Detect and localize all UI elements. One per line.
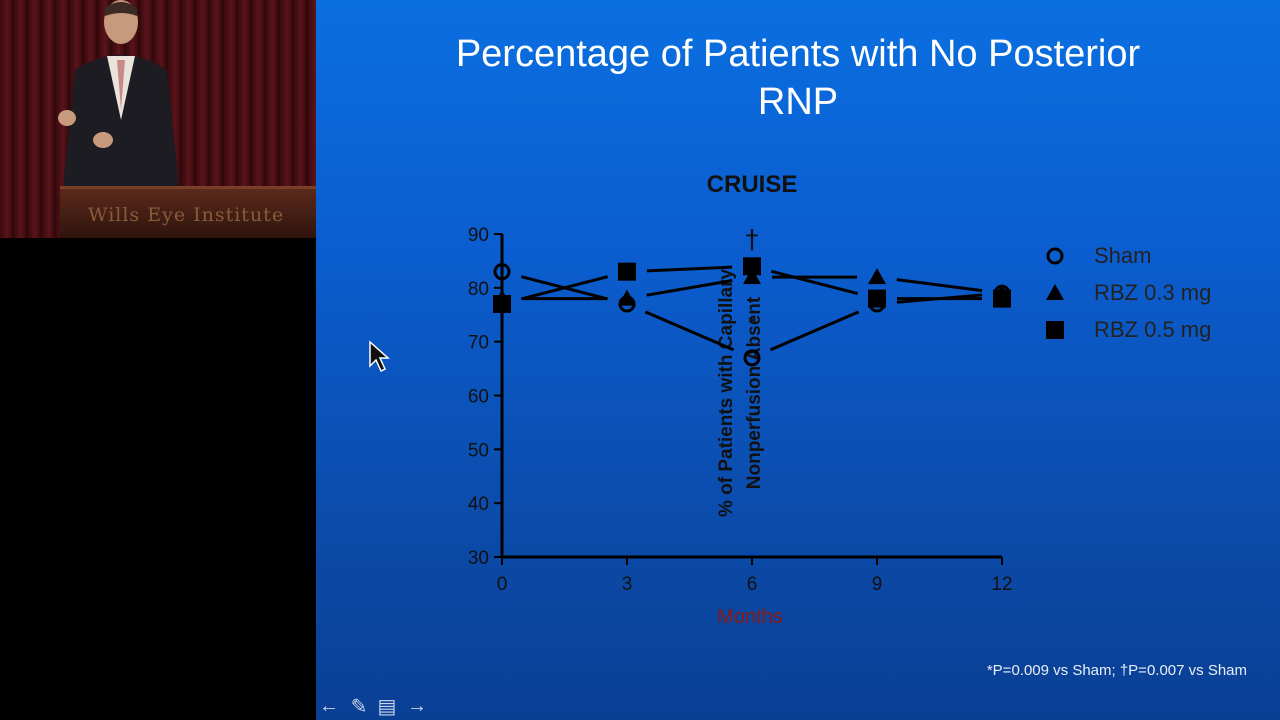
y-tick-label: 50 (468, 440, 489, 461)
series-line-segment (896, 278, 983, 293)
y-tick-label: 40 (468, 494, 489, 515)
legend-item: Sham (1046, 243, 1151, 268)
podium (60, 186, 316, 238)
legend-label: Sham (1094, 243, 1151, 268)
data-point (618, 262, 636, 281)
x-tick-label: 3 (622, 574, 633, 595)
legend-marker (1046, 284, 1064, 300)
speaker-video: Wills Eye Institute (0, 0, 316, 238)
significance-annotation: † (746, 225, 759, 255)
data-point (868, 268, 886, 285)
data-point (743, 268, 761, 285)
chart-title: CRUISE (707, 171, 798, 198)
series-line-segment (769, 310, 860, 352)
x-axis-label: Months (717, 606, 783, 628)
significance-annotation: * (748, 313, 757, 334)
legend-item: RBZ 0.5 mg (1046, 317, 1211, 342)
empty-pane (0, 238, 316, 720)
data-point (493, 263, 511, 281)
presentation-slide: Percentage of Patients with No Posterior… (316, 0, 1280, 720)
y-tick-label: 90 (468, 225, 489, 246)
speaker-figure (58, 0, 179, 186)
chart-series: †* (493, 225, 1011, 367)
footnote: *P=0.009 vs Sham; †P=0.007 vs Sham (986, 662, 1247, 679)
x-tick-label: 0 (497, 574, 508, 595)
data-point (993, 289, 1011, 308)
data-point (493, 294, 511, 313)
legend-marker (1046, 321, 1064, 339)
data-point (868, 289, 886, 308)
y-tick-label: 80 (468, 279, 489, 300)
y-tick-label: 70 (468, 333, 489, 354)
menu-icon[interactable]: ▤ (377, 695, 397, 718)
slide-title-line-2: RNP (757, 81, 839, 123)
x-tick-label: 6 (747, 574, 758, 595)
y-tick-label: 60 (468, 387, 489, 408)
podium-sign: Wills Eye Institute (88, 204, 285, 226)
series-line-segment (646, 278, 733, 297)
slide-title: Percentage of Patients with No Posterior… (316, 30, 1280, 126)
y-tick-label: 30 (468, 548, 489, 569)
data-point (743, 349, 761, 367)
series-line-segment (644, 310, 735, 352)
line-chart: CRUISE % of Patients with Capillary Nonp… (468, 171, 1212, 628)
chart-legend: Sham RBZ 0.3 mg RBZ 0.5 mg (1046, 243, 1211, 342)
series-line-segment (770, 269, 859, 296)
legend-marker (1046, 247, 1064, 265)
y-axis-label-line-2: Nonperfusion Absent (744, 296, 765, 489)
chart-axes: 30 40 50 60 70 80 90 0 3 6 9 12 (468, 225, 1013, 595)
data-point (618, 289, 636, 306)
mouse-cursor-icon (369, 340, 390, 373)
y-axis-label-line-1: % of Patients with Capillary (716, 269, 737, 518)
legend-label: RBZ 0.3 mg (1094, 280, 1211, 305)
series-line-segment (520, 275, 609, 301)
series-square (493, 257, 1011, 313)
slide-title-line-1: Percentage of Patients with No Posterior (455, 33, 1141, 75)
data-point (743, 257, 761, 276)
arrow-right-icon[interactable]: → (407, 694, 427, 717)
arrow-left-icon[interactable]: ← (319, 694, 339, 717)
legend-label: RBZ 0.5 mg (1094, 317, 1211, 342)
x-tick-label: 12 (991, 574, 1012, 595)
pen-icon[interactable]: ✎ (350, 695, 368, 718)
series-line-segment (646, 265, 733, 273)
legend-item: RBZ 0.3 mg (1046, 280, 1211, 305)
x-tick-label: 9 (872, 574, 883, 595)
slideshow-controls: ← ✎ ▤ → (316, 692, 446, 720)
